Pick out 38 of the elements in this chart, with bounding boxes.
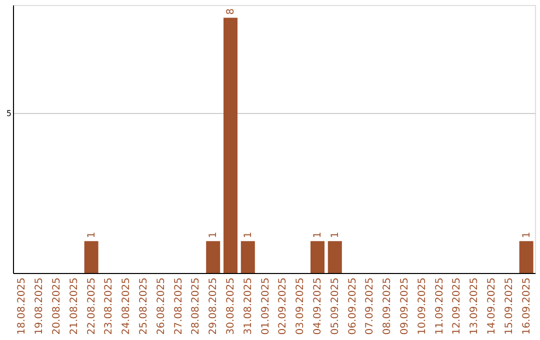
x-tick-label: 02.09.2025 xyxy=(278,278,289,335)
x-tick-label: 11.09.2025 xyxy=(434,278,446,335)
x-tick-label: 08.09.2025 xyxy=(382,278,394,335)
x-tick-label: 07.09.2025 xyxy=(364,278,376,335)
x-tick-label: 03.09.2025 xyxy=(295,278,306,335)
x-tick-label: 31.08.2025 xyxy=(242,278,254,335)
data-label: 8 xyxy=(226,8,236,15)
x-tick-label: 04.09.2025 xyxy=(312,278,324,335)
x-tick-label: 06.09.2025 xyxy=(347,278,358,335)
x-tick-label: 13.09.2025 xyxy=(469,278,480,335)
x-tick-label: 01.09.2025 xyxy=(260,278,272,335)
data-label: 1 xyxy=(521,232,532,238)
x-tick-label: 10.09.2025 xyxy=(416,278,428,335)
data-label: 1 xyxy=(312,232,324,238)
x-tick-label: 29.08.2025 xyxy=(208,278,220,335)
x-tick-label: 23.08.2025 xyxy=(104,278,115,335)
x-tick-label: 25.08.2025 xyxy=(138,278,150,335)
x-tick-label: 28.08.2025 xyxy=(190,278,202,335)
data-label: 1 xyxy=(242,232,254,238)
x-tick-label: 27.08.2025 xyxy=(173,278,184,335)
x-tick-label: 21.08.2025 xyxy=(68,278,80,335)
data-label: 1 xyxy=(86,232,98,238)
x-tick-label: 24.08.2025 xyxy=(121,278,132,335)
x-tick-label: 14.09.2025 xyxy=(486,278,498,335)
x-tick-label: 12.09.2025 xyxy=(452,278,463,335)
data-label: 1 xyxy=(330,232,341,238)
x-tick-label: 05.09.2025 xyxy=(330,278,341,335)
y-tick-label: 5 xyxy=(6,108,12,118)
x-tick-label: 18.08.2025 xyxy=(16,278,28,335)
x-tick-label: 16.09.2025 xyxy=(521,278,532,335)
x-tick-label: 26.08.2025 xyxy=(156,278,167,335)
data-label: 1 xyxy=(208,232,220,238)
x-tick-label: 09.09.2025 xyxy=(400,278,410,335)
x-tick-label: 22.08.2025 xyxy=(86,278,98,335)
x-tick-label: 19.08.2025 xyxy=(34,278,46,335)
x-tick-label: 15.09.2025 xyxy=(504,278,515,335)
x-tick-label: 30.08.2025 xyxy=(226,278,236,335)
x-tick-label: 20.08.2025 xyxy=(52,278,62,335)
